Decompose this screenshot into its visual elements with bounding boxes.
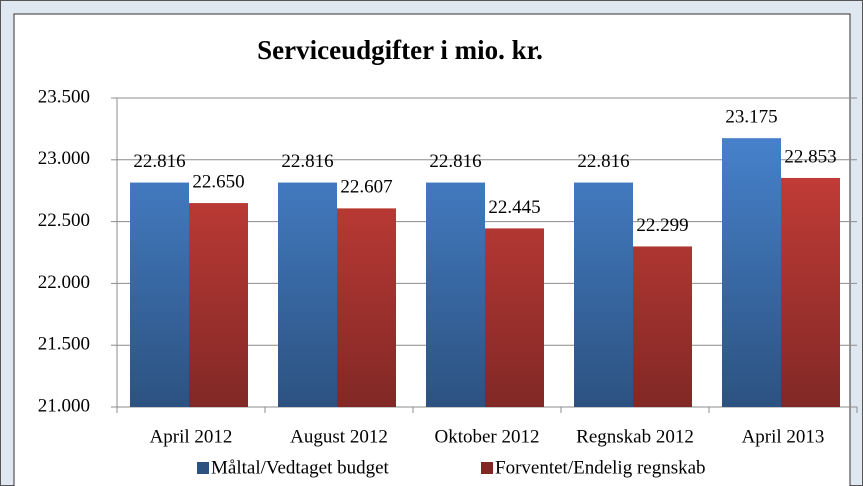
bar: [130, 182, 189, 407]
x-tick-label: Oktober 2012: [434, 426, 539, 447]
x-tick-label: Regnskab 2012: [576, 426, 694, 447]
bar: [426, 182, 485, 407]
legend-swatch: [197, 462, 209, 474]
data-label: 22.299: [636, 215, 688, 236]
bar: [722, 138, 781, 408]
x-tick-label: April 2013: [742, 426, 825, 447]
y-tick-label: 23.500: [38, 86, 90, 107]
bar: [781, 177, 840, 407]
legend-label: Forventet/Endelig regnskab: [495, 457, 706, 478]
data-label: 22.816: [577, 151, 629, 172]
legend-label: Måltal/Vedtaget budget: [211, 457, 390, 478]
bar: [574, 182, 633, 407]
y-tick-label: 21.000: [38, 395, 90, 416]
bar: [189, 203, 248, 407]
bar: [633, 246, 692, 407]
x-tick-label: August 2012: [290, 426, 388, 447]
data-label: 22.853: [784, 146, 836, 167]
y-tick-label: 22.000: [38, 272, 90, 293]
data-label: 22.816: [429, 151, 481, 172]
data-label: 22.816: [133, 151, 185, 172]
y-tick-label: 23.000: [38, 148, 90, 169]
bar: [278, 182, 337, 407]
legend-swatch: [481, 462, 493, 474]
data-label: 22.650: [192, 171, 244, 192]
data-label: 22.816: [281, 151, 333, 172]
y-tick-label: 21.500: [38, 334, 90, 355]
data-label: 22.445: [488, 197, 540, 218]
y-tick-label: 22.500: [38, 210, 90, 231]
bar: [337, 208, 396, 407]
chart-title: Serviceudgifter i mio. kr.: [257, 35, 543, 65]
x-tick-label: April 2012: [150, 426, 233, 447]
data-label: 23.175: [725, 107, 777, 128]
bar: [485, 228, 544, 407]
data-label: 22.607: [340, 177, 392, 198]
